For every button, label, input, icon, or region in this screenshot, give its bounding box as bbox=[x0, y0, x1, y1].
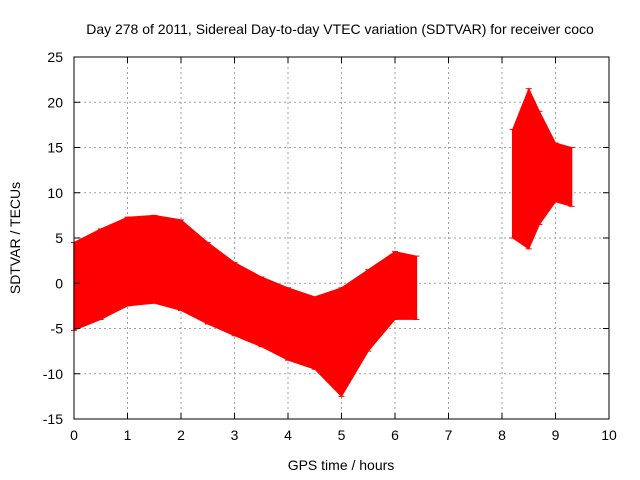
x-tick-labels: 0 1 2 3 4 5 6 7 8 9 10 bbox=[70, 427, 617, 443]
x-tick-label: 10 bbox=[601, 427, 617, 443]
y-tick-labels: -15 -10 -5 0 5 10 15 20 25 bbox=[43, 49, 63, 427]
x-tick-label: 7 bbox=[445, 427, 453, 443]
y-tick-label: 10 bbox=[47, 185, 63, 201]
x-tick-label: 4 bbox=[284, 427, 292, 443]
chart-title: Day 278 of 2011, Sidereal Day-to-day VTE… bbox=[86, 21, 594, 37]
y-tick-label: 25 bbox=[47, 49, 63, 65]
x-tick-label: 3 bbox=[231, 427, 239, 443]
y-tick-label: 15 bbox=[47, 140, 63, 156]
y-tick-label: -15 bbox=[43, 411, 63, 427]
x-tick-label: 2 bbox=[177, 427, 185, 443]
x-tick-label: 1 bbox=[124, 427, 132, 443]
y-tick-label: -10 bbox=[43, 366, 63, 382]
x-tick-label: 8 bbox=[498, 427, 506, 443]
data-series bbox=[71, 87, 575, 398]
x-tick-label: 6 bbox=[391, 427, 399, 443]
y-tick-label: 0 bbox=[55, 275, 63, 291]
tick-marks bbox=[73, 56, 610, 420]
x-tick-label: 0 bbox=[70, 427, 78, 443]
x-axis-title: GPS time / hours bbox=[288, 457, 395, 473]
y-tick-label: 20 bbox=[47, 94, 63, 110]
x-tick-label: 9 bbox=[552, 427, 560, 443]
y-tick-label: 5 bbox=[55, 230, 63, 246]
x-tick-label: 5 bbox=[338, 427, 346, 443]
y-axis-title: SDTVAR / TECUs bbox=[7, 182, 23, 294]
y-tick-label: -5 bbox=[51, 321, 64, 337]
